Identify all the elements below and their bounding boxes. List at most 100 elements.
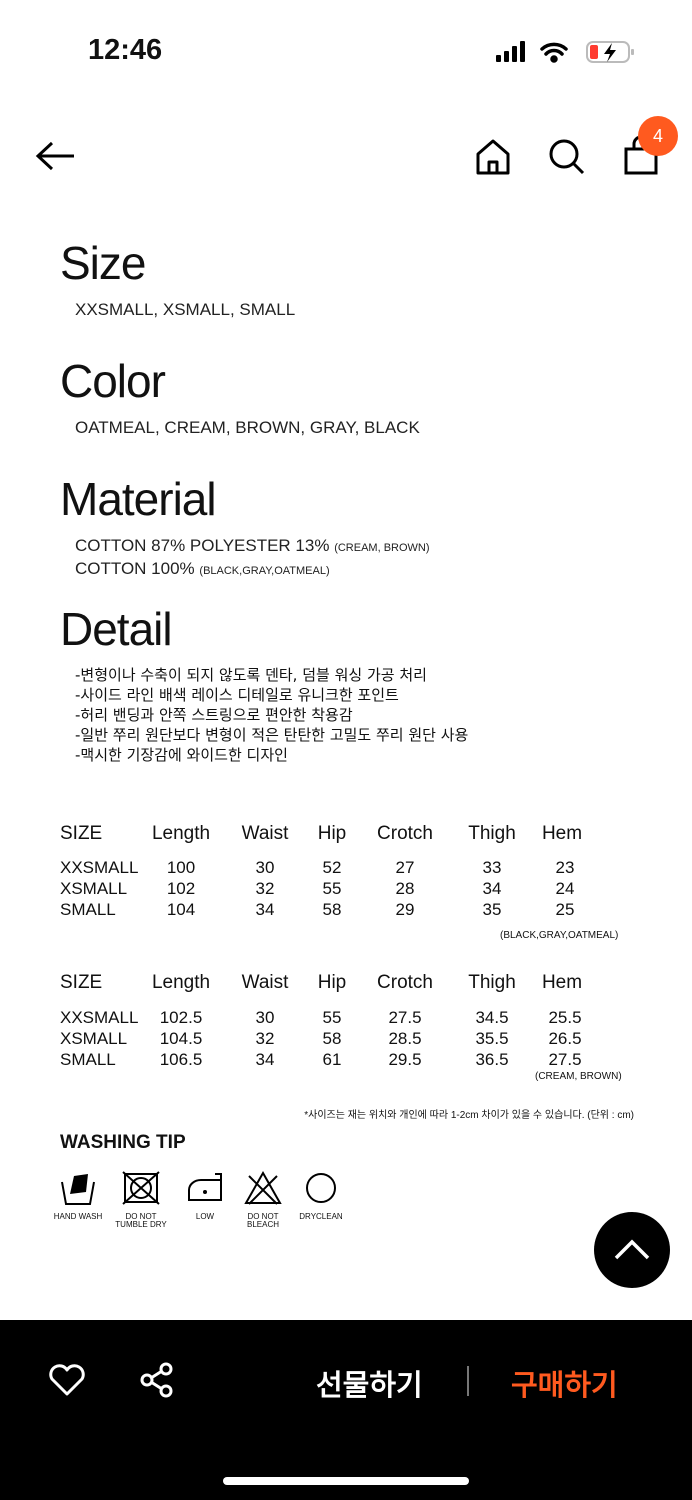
table-cell: XSMALL xyxy=(60,879,128,898)
washing-symbol: HAND WASH xyxy=(48,1170,108,1221)
detail-item: -변형이나 수축이 되지 않도록 덴타, 덤블 워싱 가공 처리 xyxy=(75,666,427,684)
bottom-bar: 선물하기 구매하기 xyxy=(0,1320,692,1500)
color-heading: Color xyxy=(60,355,166,407)
table-cell: 36.5 xyxy=(475,1050,509,1069)
table-cell: 32 xyxy=(255,1029,275,1048)
do-not-tumble-dry-icon xyxy=(122,1171,160,1205)
table-cell: XXSMALL xyxy=(60,858,139,877)
heart-icon[interactable] xyxy=(48,1363,86,1397)
table-cell: 34.5 xyxy=(475,1008,509,1027)
table-cell: 26.5 xyxy=(548,1029,582,1048)
battery-icon xyxy=(586,41,634,63)
scroll-top-button[interactable] xyxy=(594,1212,670,1288)
table-cell: 35.5 xyxy=(475,1029,509,1048)
table-header: Waist xyxy=(241,972,289,993)
table-header: Waist xyxy=(241,823,289,844)
detail-heading: Detail xyxy=(60,603,173,655)
cart-count-badge: 4 xyxy=(638,116,678,156)
wifi-icon xyxy=(540,42,568,63)
washing-label: LOW xyxy=(195,1212,215,1221)
table-cell: 29 xyxy=(395,900,415,919)
table-cell: 104 xyxy=(166,900,196,919)
table-cell: 52 xyxy=(322,858,342,877)
detail-item: -사이드 라인 배색 레이스 디테일로 유니크한 포인트 xyxy=(75,686,399,704)
table-header: Length xyxy=(151,823,211,844)
table-cell: 102.5 xyxy=(159,1008,203,1027)
color-value: OATMEAL, CREAM, BROWN, GRAY, BLACK xyxy=(75,418,420,437)
table-cell: SMALL xyxy=(60,900,116,919)
table-cell: 34 xyxy=(482,879,502,898)
table-cell: 29.5 xyxy=(388,1050,422,1069)
table-cell: 25.5 xyxy=(548,1008,582,1027)
table-cell: 33 xyxy=(482,858,502,877)
washing-symbol: DO NOT TUMBLE DRY xyxy=(111,1170,171,1229)
material-line-2: COTTON 100% (BLACK,GRAY,OATMEAL) xyxy=(75,559,330,578)
table-cell: 32 xyxy=(255,879,275,898)
dryclean-icon xyxy=(306,1173,336,1203)
table-cell: 35 xyxy=(482,900,502,919)
table-cell: 30 xyxy=(255,858,275,877)
detail-item: -허리 밴딩과 안쪽 스트링으로 편안한 착용감 xyxy=(75,706,353,724)
table-cell: 100 xyxy=(166,858,196,877)
table-cell: XSMALL xyxy=(60,1029,128,1048)
table-cell: XXSMALL xyxy=(60,1008,139,1027)
table-cell: 30 xyxy=(255,1008,275,1027)
detail-list: -변형이나 수축이 되지 않도록 덴타, 덤블 워싱 가공 처리 -사이드 라인… xyxy=(75,665,468,765)
table-note: (BLACK,GRAY,OATMEAL) xyxy=(500,930,619,941)
table-cell: 58 xyxy=(322,1029,342,1048)
status-time: 12:46 xyxy=(88,34,163,66)
table-header: SIZE xyxy=(60,972,103,993)
detail-item: -맥시한 기장감에 와이드한 디자인 xyxy=(75,746,288,764)
buy-button[interactable]: 구매하기 xyxy=(511,1368,618,1402)
size-value: XXSMALL, XSMALL, SMALL xyxy=(75,300,296,319)
table-header: Hem xyxy=(541,823,583,844)
washing-label: DRYCLEAN xyxy=(299,1212,343,1221)
table-cell: 55 xyxy=(322,879,342,898)
table-cell: 34 xyxy=(255,900,275,919)
home-icon[interactable] xyxy=(475,138,511,176)
table-cell: SMALL xyxy=(60,1050,116,1069)
size-note: *사이즈는 재는 위치와 개인에 따라 1-2cm 차이가 있을 수 있습니다.… xyxy=(304,1110,634,1121)
home-indicator xyxy=(223,1477,469,1485)
table-header: Thigh xyxy=(468,823,516,844)
table-cell: 25 xyxy=(555,900,575,919)
table-header: Crotch xyxy=(377,972,433,993)
hand-wash-icon xyxy=(61,1174,95,1205)
back-arrow-icon[interactable] xyxy=(34,140,78,172)
divider xyxy=(467,1366,469,1396)
washing-symbol: LOW xyxy=(175,1170,235,1221)
material-line-1: COTTON 87% POLYESTER 13% (CREAM, BROWN) xyxy=(75,536,430,555)
table-cell: 28.5 xyxy=(388,1029,422,1048)
table-cell: 24 xyxy=(555,879,575,898)
material-heading: Material xyxy=(60,473,217,525)
table-header: Hem xyxy=(541,972,583,993)
share-icon[interactable] xyxy=(139,1362,175,1398)
table-cell: 104.5 xyxy=(159,1029,203,1048)
signal-icon xyxy=(496,41,525,62)
table-cell: 106.5 xyxy=(159,1050,203,1069)
chevron-up-icon xyxy=(614,1239,650,1260)
table-cell: 28 xyxy=(395,879,415,898)
search-icon[interactable] xyxy=(548,138,586,176)
table-header: SIZE xyxy=(60,823,103,844)
washing-label: DO NOT BLEACH xyxy=(246,1212,279,1229)
iron-low-icon xyxy=(188,1173,222,1201)
table-cell: 27.5 xyxy=(388,1008,422,1027)
table-cell: 102 xyxy=(166,879,196,898)
table-header: Thigh xyxy=(468,972,516,993)
status-icons xyxy=(496,41,634,63)
gift-button[interactable]: 선물하기 xyxy=(316,1368,423,1402)
washing-tip-heading: WASHING TIP xyxy=(60,1132,186,1153)
table-cell: 55 xyxy=(322,1008,342,1027)
washing-label: HAND WASH xyxy=(53,1212,103,1221)
table-cell: 58 xyxy=(322,900,342,919)
washing-symbol: DRYCLEAN xyxy=(291,1170,351,1221)
table-header: Crotch xyxy=(377,823,433,844)
table-header: Hip xyxy=(317,972,347,993)
table-cell: 23 xyxy=(555,858,575,877)
washing-label: DO NOT TUMBLE DRY xyxy=(115,1212,167,1229)
washing-symbol: DO NOT BLEACH xyxy=(233,1170,293,1229)
table-cell: 27.5 xyxy=(548,1050,582,1069)
do-not-bleach-icon xyxy=(244,1170,282,1205)
detail-item: -일반 쭈리 원단보다 변형이 적은 탄탄한 고밀도 쭈리 원단 사용 xyxy=(75,726,469,744)
